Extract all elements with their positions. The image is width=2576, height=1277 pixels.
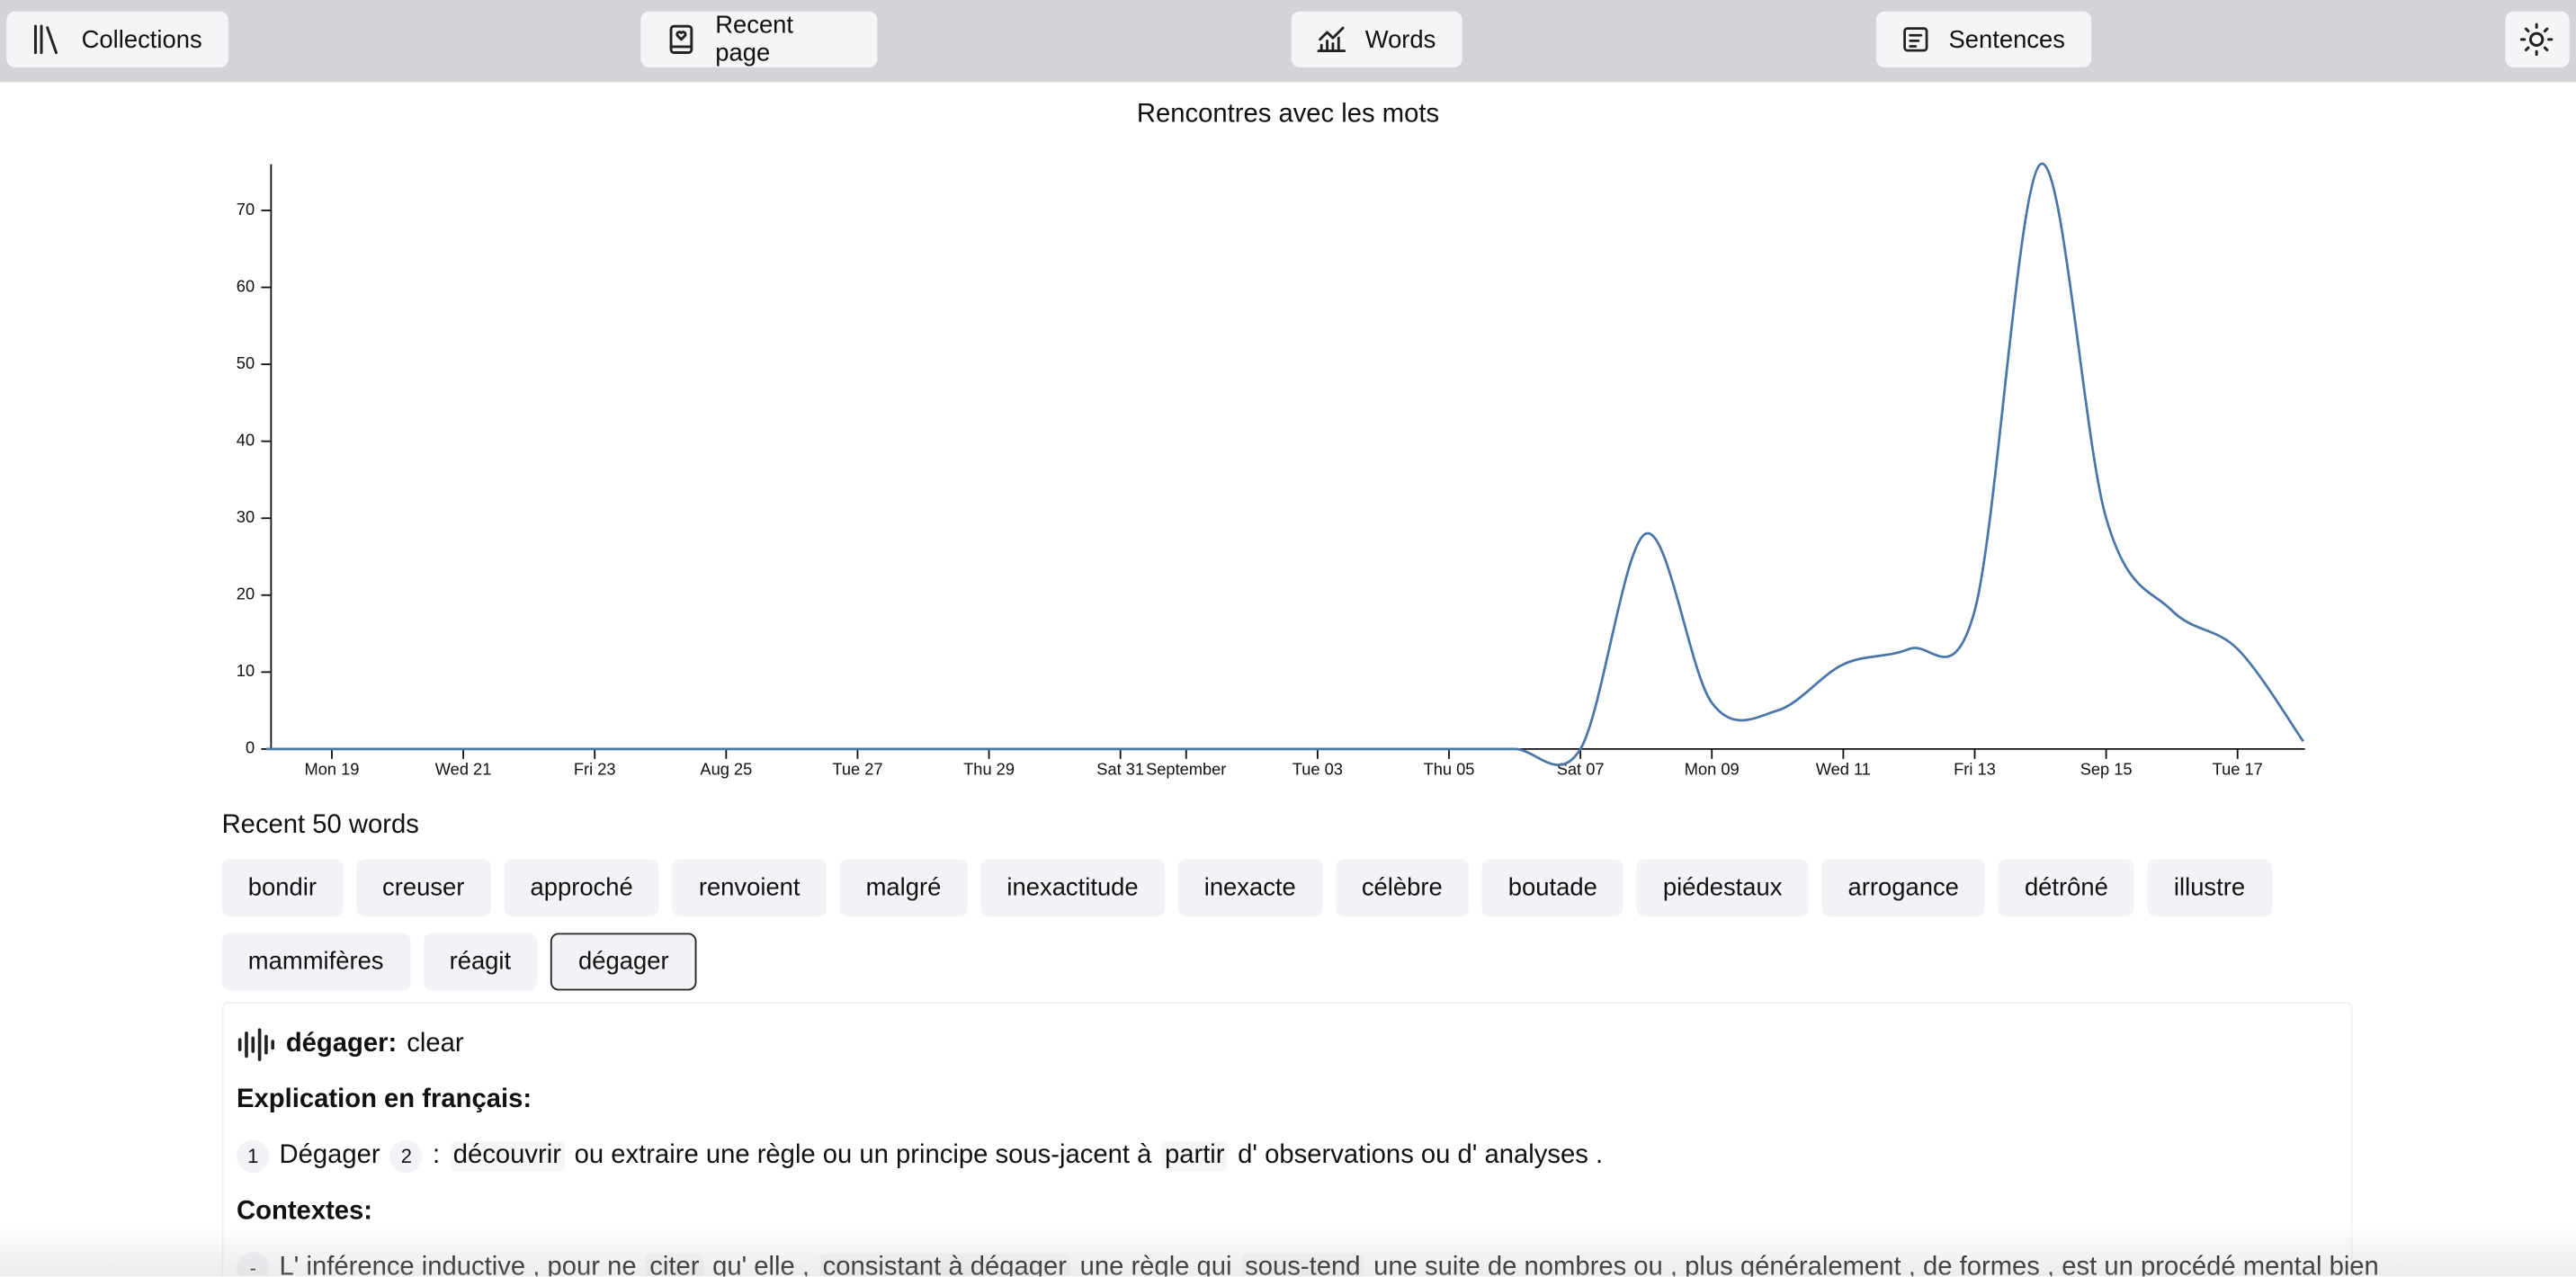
explanation-part: ou extraire une règle ou un principe sou… — [574, 1141, 1152, 1170]
x-tick-label: Wed 21 — [435, 759, 492, 778]
word-list: bondir creuser approché renvoient malgré inex… — [221, 859, 2357, 991]
x-tick-label: Sat 31 — [1096, 759, 1144, 778]
nav-button[interactable]: Words — [1291, 11, 1462, 67]
context-part: citer — [646, 1253, 703, 1277]
word-chip[interactable]: bondir — [221, 859, 344, 917]
x-tick-label: Fri 13 — [1954, 759, 1996, 778]
word-chip[interactable]: illustre — [2147, 859, 2272, 917]
context-part: qu' elle , — [712, 1254, 809, 1277]
nav-label: Collections — [81, 25, 202, 54]
explanation-row: 1 Dégager 2: découvrir ou extraire une règle… — [237, 1129, 2338, 1184]
y-tick-label: 30 — [237, 507, 255, 526]
theme-button[interactable] — [2505, 11, 2570, 67]
word-chip[interactable]: réagit — [423, 933, 538, 991]
context-part: consistant à dégager — [818, 1253, 1070, 1277]
context-row: -L' inférence inductive , pour ne citerqu… — [237, 1240, 2379, 1277]
x-tick-label: Thu 29 — [963, 759, 1015, 778]
nav-label: Recent page — [715, 11, 794, 67]
contexts-title-row: Contextes: — [237, 1184, 2338, 1240]
y-tick-label: 20 — [237, 585, 255, 603]
explanation-part: : — [433, 1141, 441, 1170]
x-tick-label: Aug 25 — [700, 759, 752, 778]
chart: Rencontres avec les mots 0 10 20 30 40 50 60 70… — [237, 100, 2305, 778]
word-chip[interactable]: malgré — [839, 859, 968, 917]
word-chip[interactable]: approché — [504, 859, 659, 917]
nav-label: Sentences — [1948, 25, 2065, 54]
word: dégager: — [285, 1030, 398, 1058]
x-tick-label: Wed 11 — [1816, 759, 1871, 778]
explanation-part: Dégager — [279, 1141, 380, 1170]
nav-button[interactable]: Recent page — [640, 11, 878, 67]
x-tick-label: Sep 15 — [2080, 759, 2133, 778]
y-tick-label: 50 — [237, 353, 255, 372]
x-tick-label: Mon 19 — [305, 759, 360, 778]
explanation-title: Explication en français: — [237, 1085, 532, 1114]
chart-title: Rencontres avec les mots — [1137, 100, 1439, 129]
x-tick-label: Sat 07 — [1557, 759, 1605, 778]
y-tick-label: 70 — [237, 200, 255, 219]
word-chip[interactable]: mammifères — [221, 933, 410, 991]
explanation-part: d' observations ou d' analyses . — [1238, 1141, 1604, 1170]
context-part: une suite de nombres ou , plus généralem… — [1373, 1254, 2379, 1277]
word-chip[interactable]: arrogance — [1821, 859, 1986, 917]
contexts-title: Contextes: — [237, 1197, 373, 1226]
x-tick-label: Tue 17 — [2213, 759, 2263, 778]
y-tick-label: 40 — [237, 430, 255, 449]
y-tick-label: 60 — [237, 276, 255, 295]
audio-icon[interactable] — [237, 1028, 276, 1061]
line — [265, 163, 2304, 766]
word-chip[interactable]: célèbre — [1335, 859, 1469, 917]
word-chip[interactable]: creuser — [355, 859, 491, 917]
context-part: une règle qui — [1080, 1254, 1232, 1277]
explanation-part: 1 — [237, 1139, 270, 1174]
nav-button[interactable]: Sentences — [1875, 11, 2092, 67]
word-chip[interactable]: inexactitude — [980, 859, 1165, 917]
explanation-part: 2 — [389, 1139, 424, 1174]
context-part: - — [237, 1251, 270, 1277]
explanation-part: partir — [1161, 1141, 1229, 1172]
x-tick-label: Mon 09 — [1685, 759, 1740, 778]
context-part: L' inférence inductive , pour ne — [280, 1254, 637, 1277]
fade — [0, 1223, 2576, 1277]
word-row: dégager: clear — [237, 1017, 2338, 1073]
nav-label: Words — [1364, 25, 1436, 54]
x-tick-label: Tue 03 — [1292, 759, 1343, 778]
word-chip[interactable]: dégager — [550, 933, 697, 991]
word-chip[interactable]: boutade — [1481, 859, 1624, 917]
y-tick-label: 10 — [237, 661, 255, 680]
explanation-title-row: Explication en français: — [237, 1073, 2338, 1129]
word-chip[interactable]: renvoient — [672, 859, 827, 917]
nav-button[interactable]: Collections — [6, 11, 228, 67]
word-chip[interactable]: inexacte — [1177, 859, 1323, 917]
context-part: sous-tend — [1241, 1253, 1364, 1277]
x-tick-label: September — [1146, 759, 1226, 778]
word-chip[interactable]: détrôné — [1998, 859, 2135, 917]
section-title: Recent 50 words — [221, 811, 419, 840]
y-tick-label: 0 — [246, 738, 255, 757]
x-tick-label: Fri 23 — [574, 759, 616, 778]
nav-bar: Collections Recent page Words Sentences — [0, 0, 2576, 83]
translation: clear — [407, 1030, 464, 1058]
word-chip[interactable]: piédestaux — [1636, 859, 1809, 917]
x-tick-label: Thu 05 — [1424, 759, 1475, 778]
x-tick-label: Tue 27 — [832, 759, 882, 778]
explanation-part: découvrir — [450, 1141, 565, 1172]
word-detail: dégager: clear Explication en français: … — [221, 1002, 2379, 1277]
